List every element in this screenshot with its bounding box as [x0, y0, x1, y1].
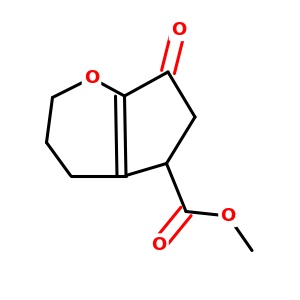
Text: O: O — [84, 69, 99, 87]
Text: O: O — [220, 207, 236, 225]
Text: O: O — [152, 236, 166, 253]
Text: O: O — [171, 21, 186, 39]
